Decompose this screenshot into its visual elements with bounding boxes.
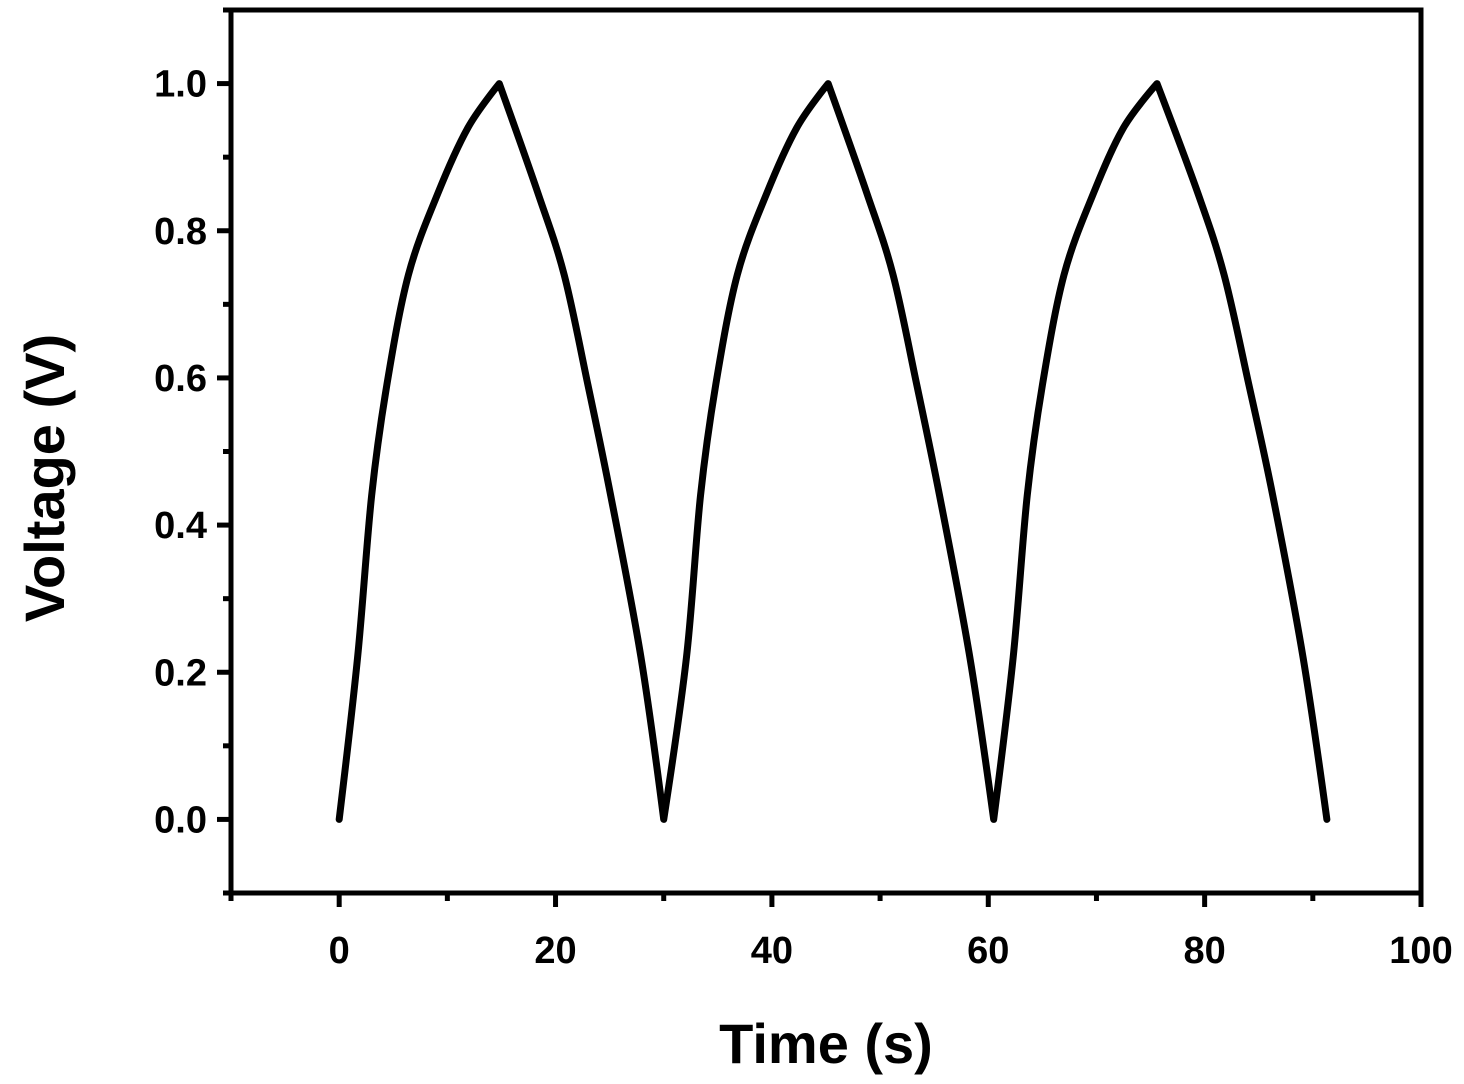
y-tick-label: 0.8: [154, 211, 207, 253]
voltage-curve: [335, 80, 1331, 823]
x-tick-label: 20: [534, 930, 576, 972]
x-tick-label: 60: [967, 930, 1009, 972]
x-axis-title: Time (s): [719, 1012, 933, 1075]
x-tick-label: 80: [1183, 930, 1225, 972]
x-tick-label: 40: [751, 930, 793, 972]
x-tick-label: 0: [329, 930, 350, 972]
y-axis-title: Voltage (V): [13, 334, 76, 622]
y-tick-label: 1.0: [154, 64, 207, 106]
y-tick-label: 0.6: [154, 358, 207, 400]
y-tick-label: 0.4: [154, 505, 207, 547]
plot-frame: [228, 7, 1424, 896]
x-tick-label: 100: [1389, 930, 1452, 972]
y-tick-label: 0.2: [154, 652, 207, 694]
y-tick-label: 0.0: [154, 799, 207, 841]
